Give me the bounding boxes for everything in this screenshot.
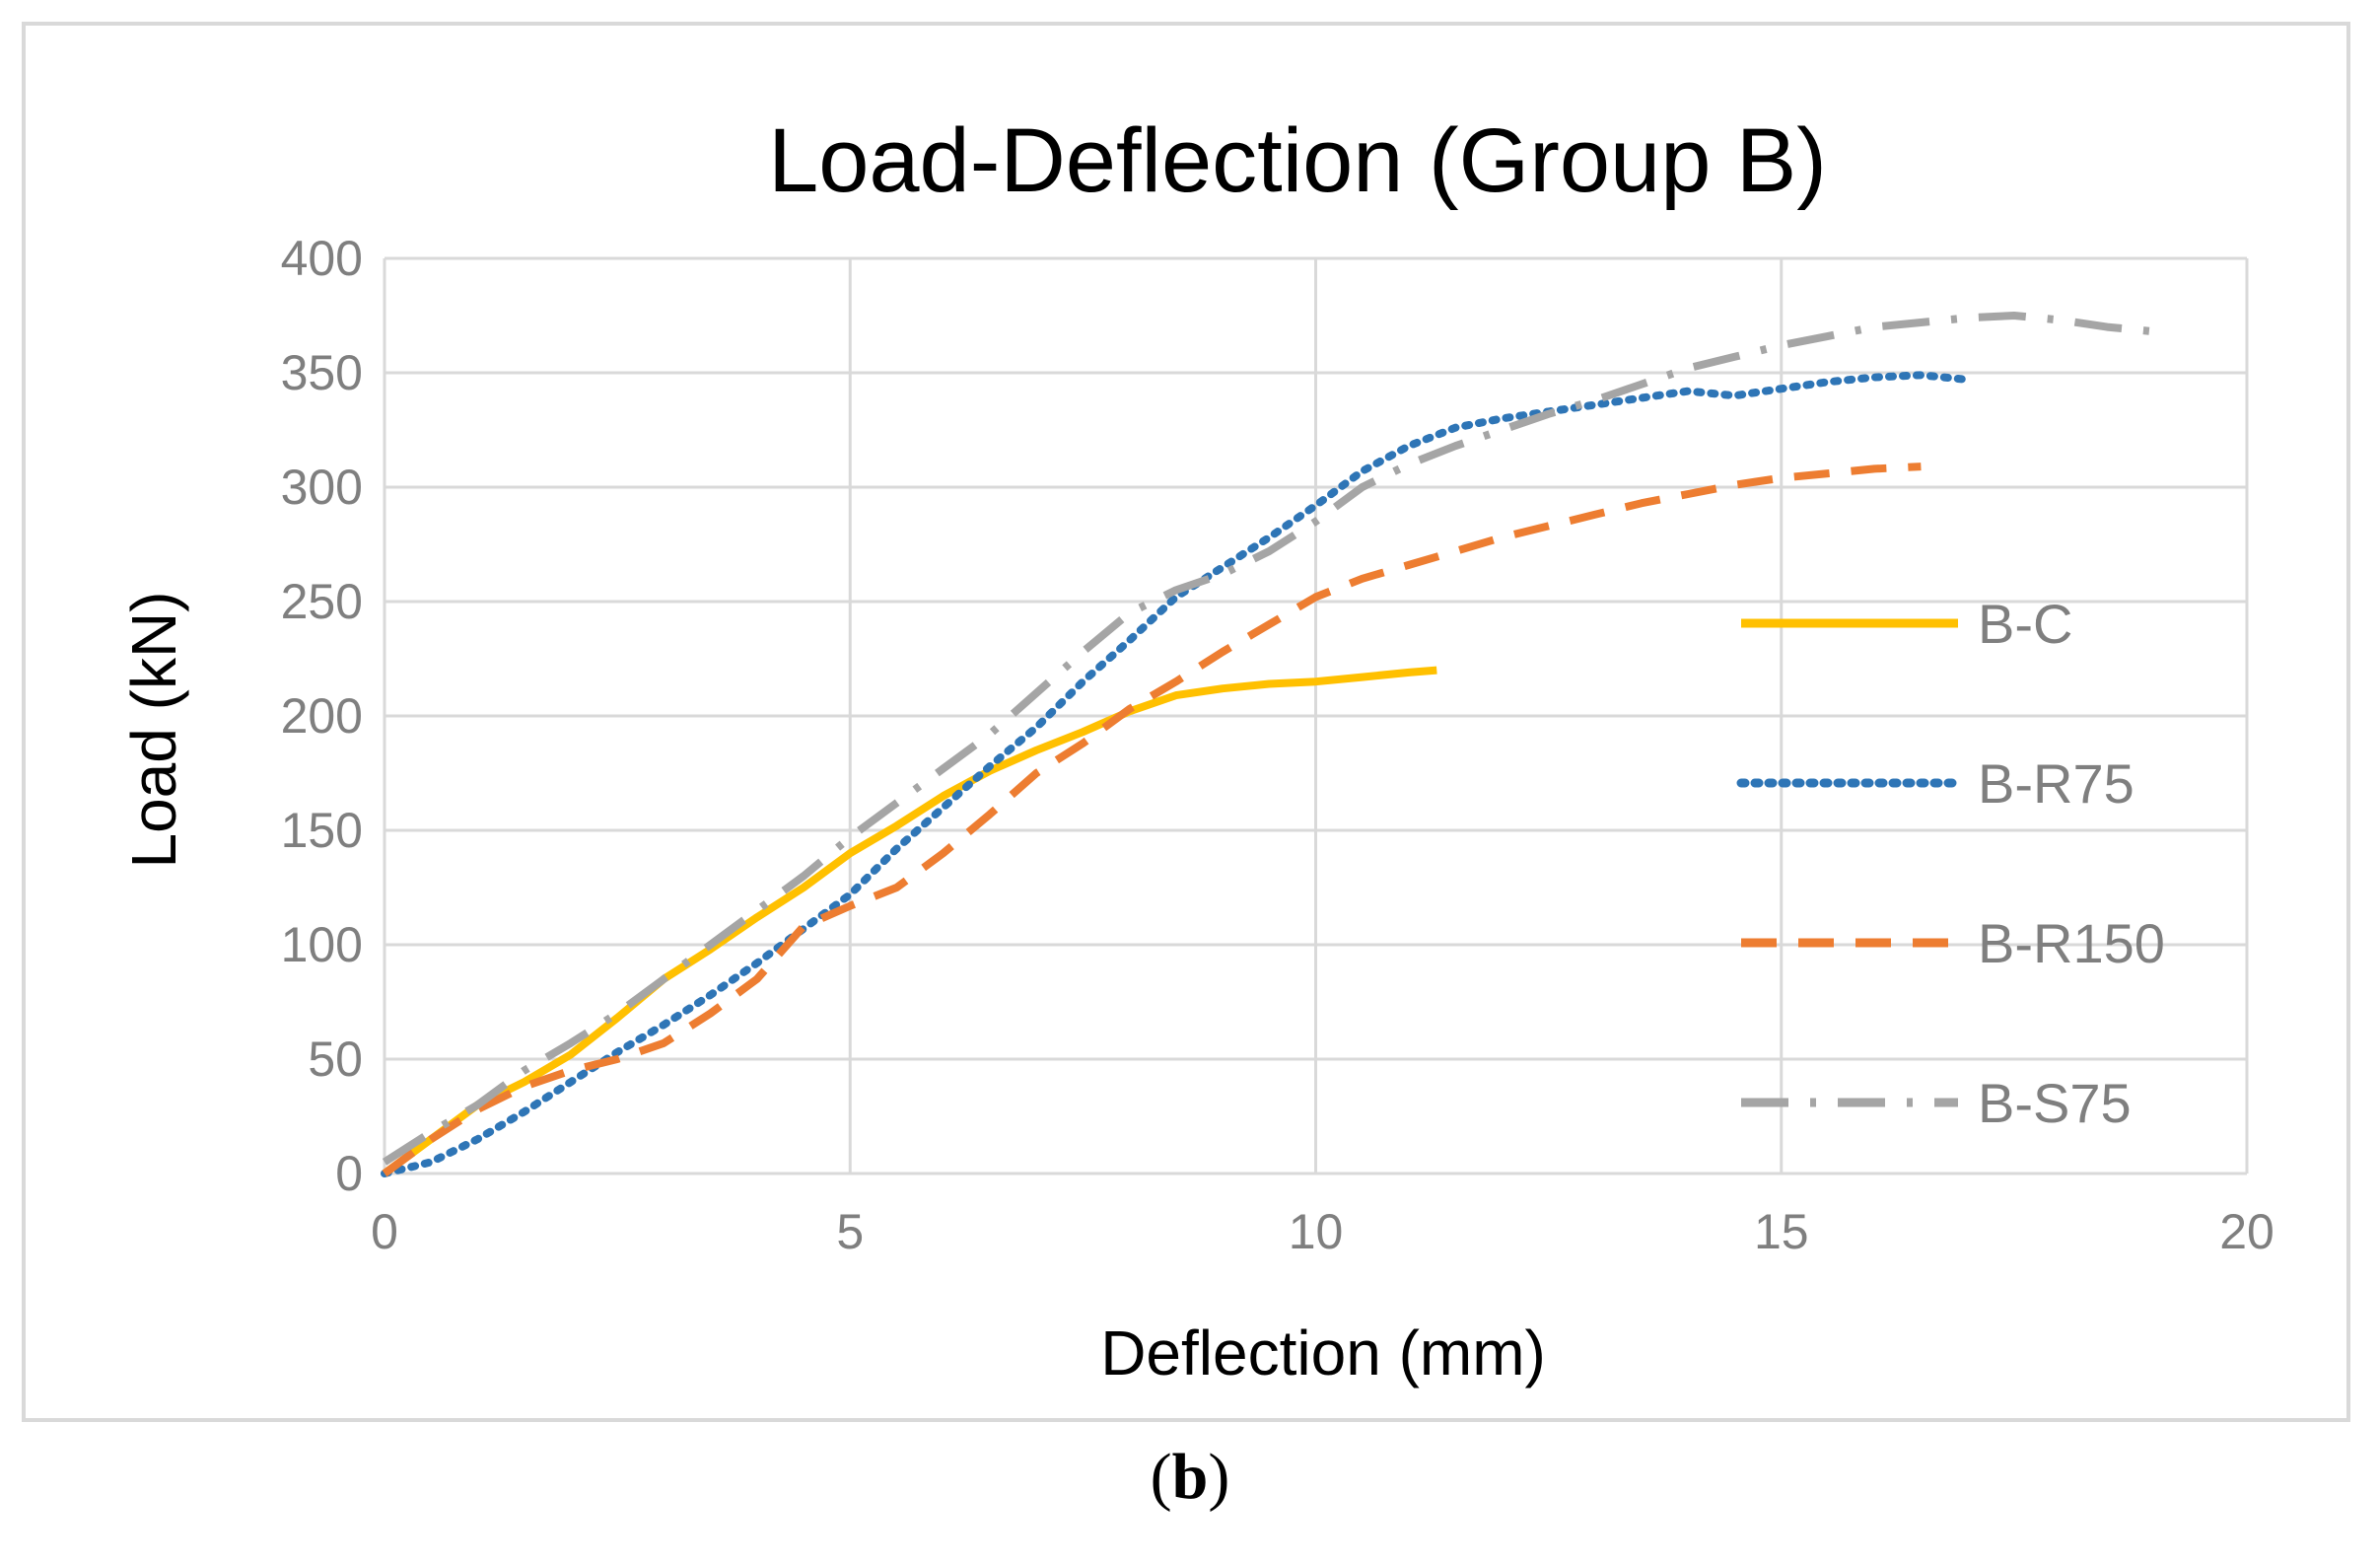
x-tick-label: 0 [371,1204,398,1259]
series-line-b-r75 [381,371,1972,1177]
caption-letter: b [1171,1441,1209,1513]
series-line-b-r150 [382,463,1922,1177]
gridlines [383,256,2249,1175]
x-tick-label: 5 [836,1204,864,1259]
x-tick-label: 10 [1289,1204,1344,1259]
legend-label-b-r150: B-R150 [1978,912,2165,974]
series-line-b-s75 [382,312,2154,1166]
figure-caption: (b) [0,1440,2380,1515]
series-lines [381,312,2154,1177]
caption-open: ( [1150,1441,1172,1513]
legend: B-C B-R75 B-R150 B-S75 [1736,593,2165,1134]
chart-title: Load-Deflection (Group B) [768,110,1827,211]
chart: 0 50 100 150 200 250 300 350 400 0 5 10 15 20 B-C B-R7… [118,110,2275,1388]
series-line-b-c [382,666,1437,1177]
x-tick-label: 15 [1754,1204,1809,1259]
y-tick-label: 200 [281,688,363,744]
y-tick-label: 300 [281,460,363,515]
axes: 0 50 100 150 200 250 300 350 400 0 5 10 15 20 [281,231,2275,1259]
y-tick-label: 150 [281,803,363,858]
x-tick-label: 20 [2219,1204,2275,1259]
y-tick-label: 50 [308,1032,363,1087]
legend-label-b-r75: B-R75 [1978,752,2135,815]
y-axis-title: Load (kN) [118,592,189,869]
y-tick-label: 100 [281,917,363,972]
caption-close: ) [1208,1441,1230,1513]
x-axis-title: Deflection (mm) [1100,1317,1546,1388]
y-tick-label: 0 [335,1146,363,1201]
legend-label-b-c: B-C [1978,593,2072,655]
y-tick-label: 400 [281,231,363,286]
chart-frame: 0 50 100 150 200 250 300 350 400 0 5 10 15 20 B-C B-R7… [22,22,2350,1422]
y-tick-label: 250 [281,574,363,629]
y-tick-label: 350 [281,345,363,400]
legend-label-b-s75: B-S75 [1978,1072,2132,1134]
